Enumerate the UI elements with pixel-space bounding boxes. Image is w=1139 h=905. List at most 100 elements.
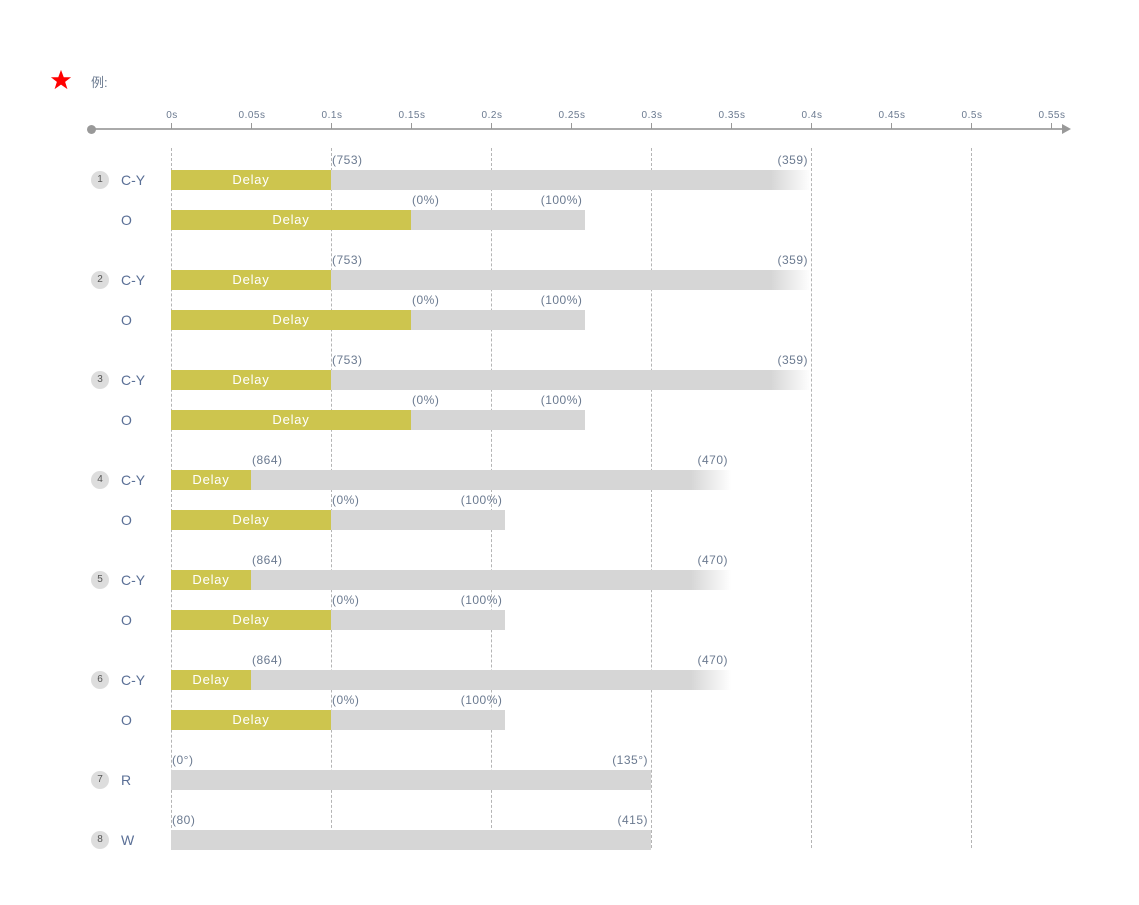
end-value-label: (100%)	[460, 593, 503, 607]
delay-bar: Delay	[171, 370, 331, 390]
row-number-badge: 8	[91, 831, 109, 849]
track-label: C-Y	[121, 472, 146, 488]
start-value-label: (0%)	[332, 493, 360, 507]
duration-bar	[171, 830, 651, 850]
track-label: R	[121, 772, 132, 788]
axis-tick	[971, 123, 972, 129]
axis-tick	[731, 123, 732, 129]
axis-tick	[171, 123, 172, 129]
duration-bar	[171, 670, 731, 690]
delay-bar: Delay	[171, 710, 331, 730]
start-value-label: (864)	[252, 553, 283, 567]
gridline	[811, 148, 812, 848]
axis-tick-label: 0.55s	[1038, 110, 1066, 121]
delay-bar: Delay	[171, 410, 411, 430]
row-number-badge: 1	[91, 171, 109, 189]
row-number-badge: 4	[91, 471, 109, 489]
track-label: W	[121, 832, 135, 848]
duration-bar	[171, 470, 731, 490]
start-value-label: (0%)	[412, 393, 440, 407]
row-number-badge: 6	[91, 671, 109, 689]
start-value-label: (864)	[252, 453, 283, 467]
axis-arrow-icon	[1062, 124, 1071, 134]
row-number-badge: 3	[91, 371, 109, 389]
gridline	[491, 148, 492, 848]
axis-tick-label: 0.15s	[398, 110, 426, 121]
axis-tick-label: 0.2s	[481, 110, 503, 121]
start-value-label: (0%)	[412, 293, 440, 307]
axis-tick-label: 0.35s	[718, 110, 746, 121]
track-label: O	[121, 212, 132, 228]
row-number-badge: 5	[91, 571, 109, 589]
end-value-label: (359)	[777, 353, 808, 367]
axis-tick-label: 0.4s	[801, 110, 823, 121]
axis-tick	[651, 123, 652, 129]
track-label: C-Y	[121, 672, 146, 688]
duration-bar	[171, 770, 651, 790]
start-value-label: (0°)	[172, 753, 194, 767]
axis-tick-label: 0.05s	[238, 110, 266, 121]
end-value-label: (100%)	[460, 693, 503, 707]
delay-bar: Delay	[171, 470, 251, 490]
axis-tick-label: 0.25s	[558, 110, 586, 121]
track-label: C-Y	[121, 372, 146, 388]
start-value-label: (80)	[172, 813, 196, 827]
axis-tick	[251, 123, 252, 129]
axis-tick	[491, 123, 492, 129]
gridline	[331, 148, 332, 848]
end-value-label: (359)	[777, 253, 808, 267]
axis-tick	[411, 123, 412, 129]
axis-tick-label: 0s	[166, 110, 178, 121]
delay-bar: Delay	[171, 270, 331, 290]
start-value-label: (753)	[332, 253, 363, 267]
track-label: O	[121, 312, 132, 328]
end-value-label: (415)	[617, 813, 648, 827]
delay-bar: Delay	[171, 510, 331, 530]
end-value-label: (359)	[777, 153, 808, 167]
track-label: O	[121, 512, 132, 528]
legend-label: 例:	[91, 75, 108, 90]
start-value-label: (0%)	[412, 193, 440, 207]
track-label: C-Y	[121, 572, 146, 588]
axis-tick	[891, 123, 892, 129]
duration-bar	[171, 370, 811, 390]
end-value-label: (135°)	[612, 753, 648, 767]
end-value-label: (470)	[697, 553, 728, 567]
gridline	[971, 148, 972, 848]
start-value-label: (0%)	[332, 693, 360, 707]
track-label: O	[121, 612, 132, 628]
axis-tick	[811, 123, 812, 129]
delay-bar: Delay	[171, 570, 251, 590]
start-value-label: (0%)	[332, 593, 360, 607]
end-value-label: (470)	[697, 453, 728, 467]
axis-tick-label: 0.5s	[961, 110, 983, 121]
track-label: C-Y	[121, 172, 146, 188]
axis-tick-label: 0.45s	[878, 110, 906, 121]
delay-bar: Delay	[171, 670, 251, 690]
start-value-label: (864)	[252, 653, 283, 667]
gridline	[651, 148, 652, 848]
track-label: O	[121, 712, 132, 728]
start-value-label: (753)	[332, 353, 363, 367]
duration-bar	[171, 270, 811, 290]
axis-tick	[1051, 123, 1052, 129]
time-axis	[91, 128, 1066, 130]
row-number-badge: 7	[91, 771, 109, 789]
star-icon	[50, 69, 72, 90]
axis-tick-label: 0.3s	[641, 110, 663, 121]
row-number-badge: 2	[91, 271, 109, 289]
axis-tick	[571, 123, 572, 129]
end-value-label: (100%)	[540, 393, 583, 407]
track-label: O	[121, 412, 132, 428]
start-value-label: (753)	[332, 153, 363, 167]
track-label: C-Y	[121, 272, 146, 288]
end-value-label: (470)	[697, 653, 728, 667]
delay-bar: Delay	[171, 310, 411, 330]
end-value-label: (100%)	[540, 193, 583, 207]
delay-bar: Delay	[171, 610, 331, 630]
duration-bar	[171, 170, 811, 190]
delay-bar: Delay	[171, 210, 411, 230]
gridline	[171, 148, 172, 848]
axis-tick	[331, 123, 332, 129]
end-value-label: (100%)	[540, 293, 583, 307]
